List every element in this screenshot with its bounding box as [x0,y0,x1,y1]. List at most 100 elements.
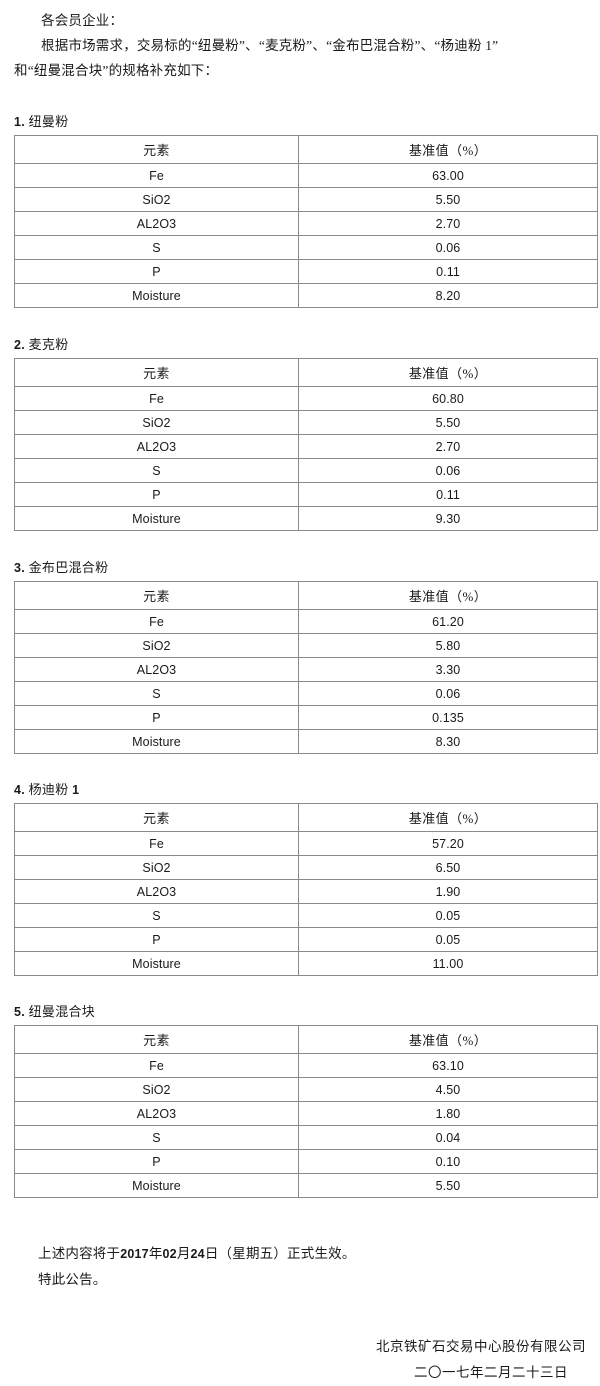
effective-day-unit: 日 [204,1246,219,1261]
section-title-4: 杨迪粉 [28,782,69,797]
column-header-element: 元素 [14,358,299,387]
spec-table-3: 元素 基准值（%） Fe 61.20 SiO2 5.80 AL2O3 3.30 [14,581,598,754]
cell-element: P [14,705,299,730]
cell-element: Moisture [14,506,299,531]
column-header-element: 元素 [14,1025,299,1054]
table-row: Moisture 8.20 [14,283,598,308]
cell-value: 2.70 [298,434,598,459]
section-heading-5: 5. 纽曼混合块 [14,1004,597,1020]
signature-date: 二〇一七年二月二十三日 [414,1365,568,1380]
cell-element: Fe [14,386,299,411]
intro-paragraph-line2: 和“纽曼混合块”的规格补充如下： [14,63,219,78]
table-row: AL2O3 2.70 [14,434,598,459]
table-row: AL2O3 2.70 [14,211,598,236]
table-row: AL2O3 1.80 [14,1101,598,1126]
table-row: S 0.06 [14,681,598,706]
table-row: Moisture 11.00 [14,951,598,976]
table-row: Moisture 5.50 [14,1173,598,1198]
cell-value: 6.50 [298,855,598,880]
cell-value: 60.80 [298,386,598,411]
cell-element: Fe [14,609,299,634]
cell-element: P [14,927,299,952]
spec-section-4: 4. 杨迪粉 1 元素 基准值（%） Fe 57.20 SiO2 6.50 [14,782,598,976]
section-heading-1: 1. 纽曼粉 [14,114,597,130]
spec-section-2: 2. 麦克粉 元素 基准值（%） Fe 60.80 SiO2 5.50 [14,337,598,531]
cell-value: 9.30 [298,506,598,531]
table-row: Moisture 9.30 [14,506,598,531]
section-title-1: 纽曼粉 [28,114,69,129]
spec-section-5: 5. 纽曼混合块 元素 基准值（%） Fe 63.10 SiO2 4.50 [14,1004,598,1198]
column-header-element: 元素 [14,803,299,832]
cell-value: 57.20 [298,831,598,856]
table-row: SiO2 5.50 [14,410,598,435]
company-name: 北京铁矿石交易中心股份有限公司 [376,1339,586,1354]
effective-year-unit: 年 [148,1246,163,1261]
table-row: Fe 60.80 [14,386,598,411]
spec-table-1: 元素 基准值（%） Fe 63.00 SiO2 5.50 AL2O3 2.70 [14,135,598,308]
section-number-3: 3. [14,561,26,575]
cell-element: Fe [14,831,299,856]
cell-element: SiO2 [14,633,299,658]
cell-value: 0.06 [298,235,598,260]
cell-value: 5.80 [298,633,598,658]
cell-element: Moisture [14,1173,299,1198]
table-row: Moisture 8.30 [14,729,598,754]
table-row: P 0.135 [14,705,598,730]
effective-month: 02 [162,1247,177,1261]
cell-value: 0.11 [298,259,598,284]
section-heading-2: 2. 麦克粉 [14,337,597,353]
cell-element: SiO2 [14,187,299,212]
cell-value: 0.05 [298,927,598,952]
signature-block: 北京铁矿石交易中心股份有限公司 二〇一七年二月二十三日 [14,1334,597,1386]
section-heading-4: 4. 杨迪粉 1 [14,782,597,798]
spec-table-4: 元素 基准值（%） Fe 57.20 SiO2 6.50 AL2O3 1.90 [14,803,598,976]
cell-value: 2.70 [298,211,598,236]
cell-value: 1.90 [298,879,598,904]
column-header-element: 元素 [14,135,299,164]
section-number-4: 4. [14,783,26,797]
column-header-benchmark: 基准值（%） [298,1025,598,1054]
document-page: 各会员企业： 根据市场需求，交易标的“纽曼粉”、“麦克粉”、“金布巴混合粉”、“… [14,0,598,1380]
table-row: S 0.06 [14,235,598,260]
cell-value: 63.00 [298,163,598,188]
cell-value: 0.06 [298,458,598,483]
table-row: SiO2 5.50 [14,187,598,212]
cell-element: P [14,482,299,507]
cell-value: 0.06 [298,681,598,706]
cell-value: 0.11 [298,482,598,507]
section-title-3: 金布巴混合粉 [28,560,109,575]
cell-element: Moisture [14,951,299,976]
table-header-row: 元素 基准值（%） [14,358,598,387]
cell-value: 5.50 [298,187,598,212]
cell-element: SiO2 [14,1077,299,1102]
table-row: S 0.05 [14,903,598,928]
cell-element: S [14,235,299,260]
cell-value: 5.50 [298,1173,598,1198]
spec-table-5: 元素 基准值（%） Fe 63.10 SiO2 4.50 AL2O3 1.80 [14,1025,598,1198]
table-header-row: 元素 基准值（%） [14,803,598,832]
table-header-row: 元素 基准值（%） [14,135,598,164]
table-row: P 0.11 [14,259,598,284]
effective-date-line: 上述内容将于2017年02月24日（星期五）正式生效。 [38,1241,597,1267]
section-heading-3: 3. 金布巴混合粉 [14,560,597,576]
cell-value: 0.10 [298,1149,598,1174]
spec-section-1: 1. 纽曼粉 元素 基准值（%） Fe 63.00 SiO2 5.50 [14,114,598,308]
spec-section-3: 3. 金布巴混合粉 元素 基准值（%） Fe 61.20 SiO2 5.80 [14,560,598,754]
cell-element: SiO2 [14,855,299,880]
intro-block: 各会员企业： 根据市场需求，交易标的“纽曼粉”、“麦克粉”、“金布巴混合粉”、“… [14,0,597,83]
table-row: AL2O3 3.30 [14,657,598,682]
cell-value: 8.20 [298,283,598,308]
table-row: S 0.04 [14,1125,598,1150]
table-row: SiO2 6.50 [14,855,598,880]
column-header-element: 元素 [14,581,299,610]
cell-element: Fe [14,163,299,188]
section-title-2: 麦克粉 [28,337,69,352]
cell-element: P [14,259,299,284]
table-row: S 0.06 [14,458,598,483]
table-row: P 0.10 [14,1149,598,1174]
effective-day: 24 [190,1247,205,1261]
cell-element: S [14,903,299,928]
table-row: P 0.11 [14,482,598,507]
cell-value: 61.20 [298,609,598,634]
cell-value: 5.50 [298,410,598,435]
